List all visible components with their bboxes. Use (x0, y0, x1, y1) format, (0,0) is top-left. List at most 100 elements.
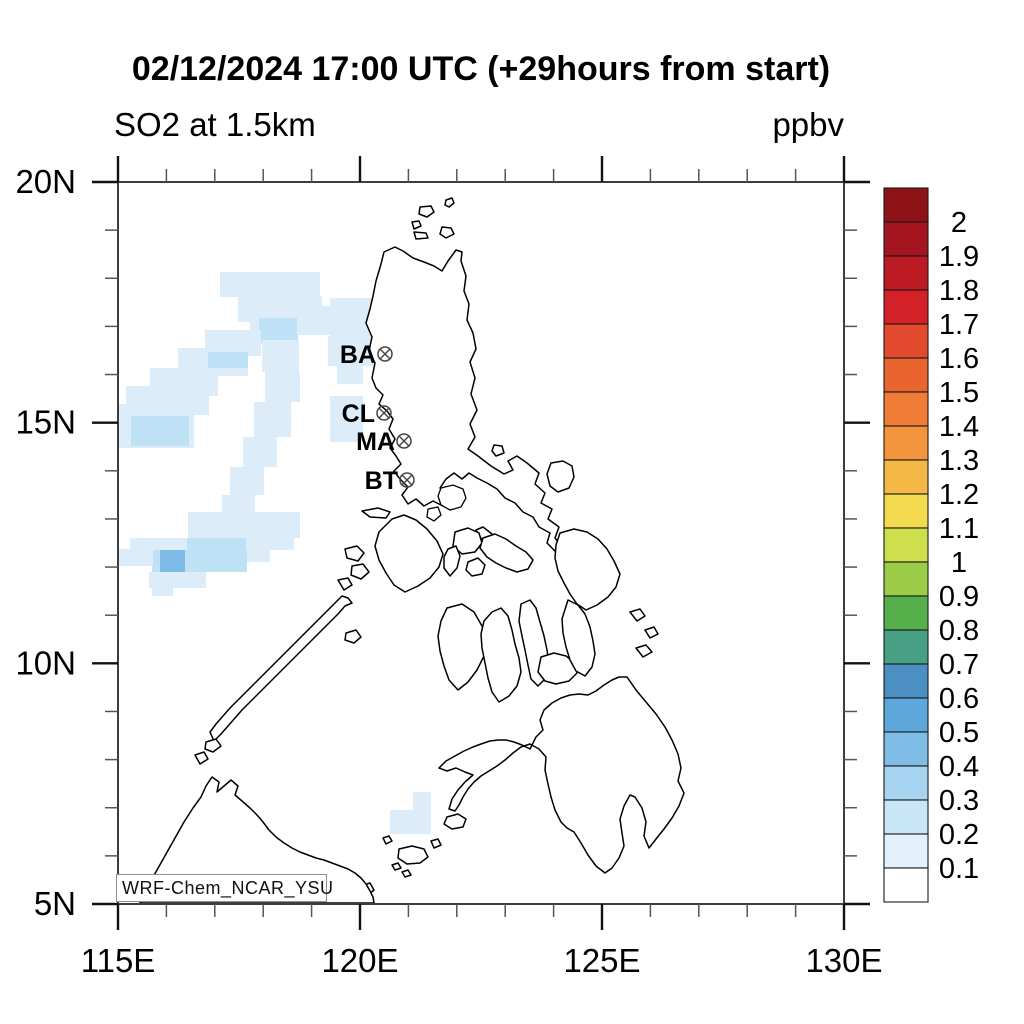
coastline (382, 835, 393, 845)
colorbar-tick-label: 1.5 (939, 377, 979, 409)
coastline (444, 197, 455, 208)
y-axis-tick-label: 10N (15, 644, 76, 681)
plot-title: 02/12/2024 17:00 UTC (+29hours from star… (131, 50, 831, 88)
station-circle-cross-icon (376, 405, 392, 421)
colorbar-tick-label: 1.7 (939, 309, 979, 341)
coastline (480, 607, 522, 703)
so2-cell (262, 340, 299, 372)
coastline (401, 869, 412, 878)
lake-outline (437, 484, 467, 511)
colorbar-tick-label: 1.1 (939, 513, 979, 545)
coastline (443, 813, 467, 830)
coastline (361, 507, 391, 519)
colorbar-tick-label: 0.3 (939, 785, 979, 817)
colorbar-cell (883, 867, 929, 903)
colorbar-cell (883, 833, 929, 869)
so2-cell (118, 549, 153, 566)
coastline (546, 460, 575, 493)
coastline (374, 514, 444, 593)
station-circle-cross-icon (377, 346, 393, 362)
station-label: MA (356, 428, 395, 456)
colorbar-cell (883, 357, 929, 393)
coastline (554, 528, 621, 611)
coastline (629, 608, 646, 622)
station-cross-line (401, 474, 413, 486)
coastline (139, 776, 375, 904)
coastline (344, 629, 362, 644)
coastline (491, 444, 505, 457)
colorbar-tick-label: 1.6 (939, 343, 979, 375)
colorbar-tick-label: 1.4 (939, 411, 979, 443)
coastline (337, 577, 353, 591)
colorbar-cell (883, 527, 929, 563)
colorbar-cell (883, 391, 929, 427)
colorbar-tick-label: 0.5 (939, 717, 979, 749)
colorbar-tick-label: 1.8 (939, 275, 979, 307)
colorbar-cell (883, 255, 929, 291)
so2-cell (330, 396, 363, 442)
colorbar-cell (883, 289, 929, 325)
lake-outline (426, 506, 442, 522)
station-marker-MA: MA (356, 428, 412, 456)
so2-cell (152, 572, 173, 596)
so2-cell (265, 372, 300, 402)
station-circle-cross-icon (396, 433, 412, 449)
coastline (430, 838, 442, 849)
so2-cell (254, 402, 291, 437)
coastline (537, 652, 578, 685)
colorbar-cell (883, 697, 929, 733)
station-cross-line (379, 348, 391, 360)
colorbar-cell (883, 731, 929, 767)
x-axis-tick-label: 115E (81, 942, 156, 979)
coastline-layer (139, 197, 685, 904)
coastline (561, 599, 596, 677)
colorbar-tick-label: 0.7 (939, 649, 979, 681)
station-cross-line (378, 407, 390, 419)
coastline (391, 862, 402, 871)
colorbar-tick-label: 0.1 (939, 853, 979, 885)
y-axis-tick-label: 20N (15, 163, 76, 200)
colorbar: 21.91.81.71.61.51.41.31.21.110.90.80.70.… (883, 187, 979, 903)
x-axis-tick-label: 120E (321, 942, 398, 979)
coastline (644, 626, 659, 639)
coastline (209, 595, 353, 742)
so2-cell (131, 416, 189, 446)
coastline (437, 603, 488, 691)
colorbar-cell (883, 187, 929, 223)
so2-cell (413, 792, 431, 811)
coastline (439, 226, 455, 239)
coastline (365, 246, 563, 552)
coastline (194, 751, 209, 765)
so2-cell (208, 352, 248, 368)
so2-cell (243, 437, 277, 467)
colorbar-tick-label: 0.8 (939, 615, 979, 647)
y-axis-tick-label: 5N (34, 885, 76, 922)
station-marker-CL: CL (342, 400, 392, 428)
colorbar-cell (883, 425, 929, 461)
station-cross-line (398, 435, 410, 447)
so2-cell (390, 810, 431, 834)
so2-cell (222, 495, 255, 515)
station-circle-cross-icon (399, 472, 415, 488)
plot-subtitle: SO2 at 1.5km (114, 106, 316, 143)
plot-frame (117, 181, 845, 905)
colorbar-tick-label: 0.4 (939, 751, 979, 783)
so2-plume-layer (118, 272, 431, 834)
x-axis-tick-label: 130E (805, 942, 882, 979)
colorbar-tick-label: 1.2 (939, 479, 979, 511)
colorbar-cell (883, 493, 929, 529)
x-axis-tick-label: 125E (563, 942, 640, 979)
so2-cell (259, 318, 298, 343)
coastline (438, 676, 685, 874)
colorbar-tick-label: 0.9 (939, 581, 979, 613)
units-label: ppbv (772, 106, 844, 143)
coastline (443, 545, 461, 577)
station-label: CL (342, 400, 375, 428)
so2-cell (160, 550, 185, 572)
y-axis-tick-label: 15N (15, 404, 76, 441)
coastline (465, 557, 486, 577)
colorbar-cell (883, 629, 929, 665)
colorbar-cell (883, 221, 929, 257)
